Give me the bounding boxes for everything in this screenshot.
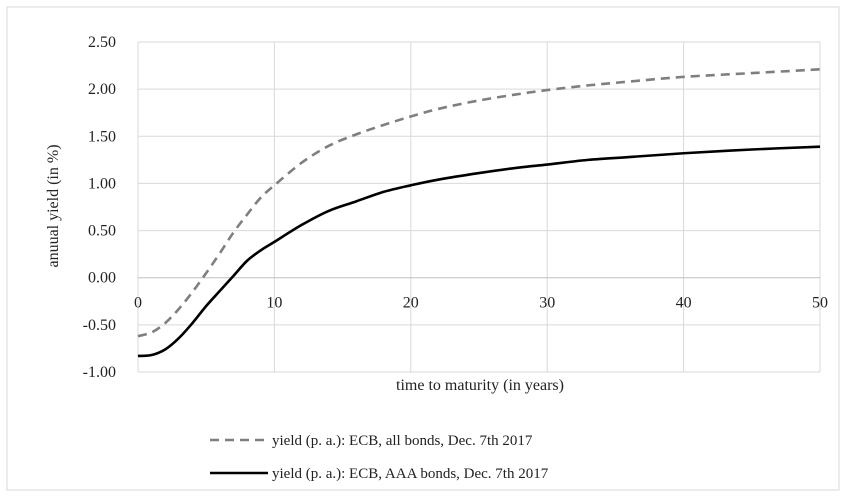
y-tick-label: -1.00 (83, 364, 116, 381)
y-tick-label: -0.50 (83, 317, 116, 334)
legend: yield (p. a.): ECB, all bonds, Dec. 7th … (210, 433, 549, 482)
x-tick-label: 30 (539, 295, 555, 312)
y-tick-label: 1.50 (88, 128, 116, 145)
x-tick-label: 0 (134, 295, 142, 312)
legend-label-all-bonds: yield (p. a.): ECB, all bonds, Dec. 7th … (272, 433, 533, 449)
y-tick-label: 1.00 (88, 175, 116, 192)
gridlines (137, 41, 821, 373)
legend-label-aaa-bonds: yield (p. a.): ECB, AAA bonds, Dec. 7th … (272, 466, 549, 482)
y-tick-label: 2.00 (88, 81, 116, 98)
y-tick-label: 0.50 (88, 223, 116, 240)
tick-labels: 2.50 2.00 1.50 1.00 0.50 0.00 -0.50 -1.00 0 10 20 3… (83, 34, 828, 381)
y-tick-label: 0.00 (88, 270, 116, 287)
x-axis-title: time to maturity (in years) (396, 377, 564, 394)
series-line-aaa-bonds (137, 145, 821, 358)
x-tick-label: 10 (266, 295, 282, 312)
chart-border (6, 6, 840, 491)
x-tick-label: 50 (812, 295, 828, 312)
series-lines (137, 68, 821, 358)
y-axis-title: anuual yield (in %) (45, 144, 62, 267)
x-tick-label: 40 (676, 295, 692, 312)
y-tick-label: 2.50 (88, 34, 116, 51)
x-tick-label: 20 (403, 295, 419, 312)
series-line-all-bonds (137, 68, 821, 338)
